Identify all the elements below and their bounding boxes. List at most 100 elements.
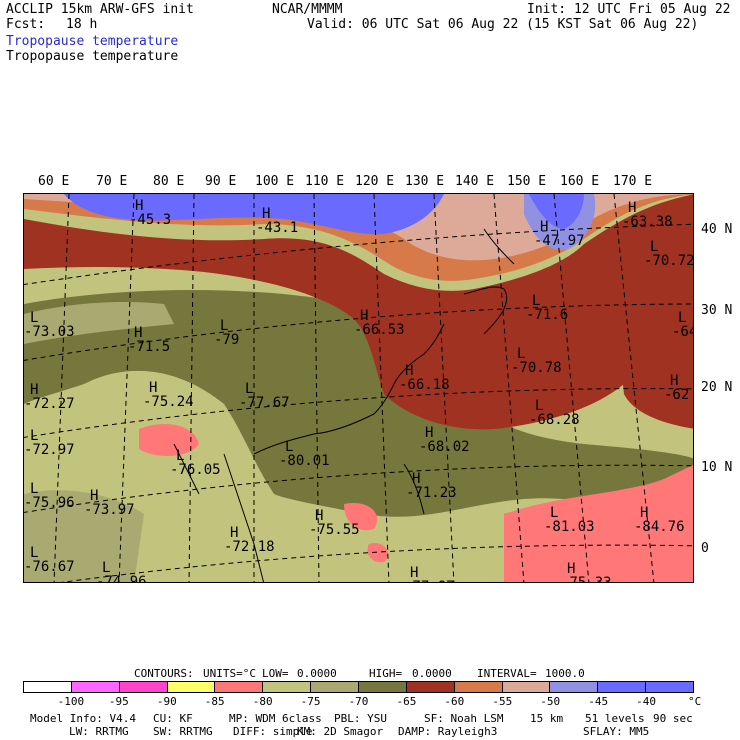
low-marker: L [550, 505, 558, 521]
lat-label: 0 [701, 541, 709, 556]
legend-tick-label: -80 [252, 695, 273, 708]
high-marker: H [149, 380, 157, 396]
extremum-value: -75.33 [561, 575, 612, 583]
field-band-red-brown [24, 194, 693, 430]
legend-swatch [24, 682, 72, 692]
extremum-value: -81.03 [544, 519, 595, 535]
contours-label: CONTOURS: [134, 667, 194, 680]
field-spot-salmon-2 [367, 543, 389, 563]
field-band-dark-olive [24, 289, 693, 524]
field-title-secondary: Tropopause temperature [6, 49, 179, 64]
legend-swatch [406, 682, 455, 692]
extremum-value: -73.97 [84, 502, 135, 518]
high-low-labels: H-45.3 H-43.1H-63.38H-47.97 L-70.72L-71.6 L… [24, 198, 694, 583]
lon-label: 90 E [205, 174, 237, 189]
low-marker: L [220, 318, 228, 334]
extremum-value: -71.23 [406, 485, 457, 501]
legend-swatch [311, 682, 360, 692]
low-marker: L [535, 398, 543, 414]
graticule [24, 194, 693, 582]
legend-tick-label: -85 [204, 695, 225, 708]
high-marker: H [230, 525, 238, 541]
low-marker: L [176, 448, 184, 464]
lon-label: 160 E [560, 174, 600, 189]
field-band-red-brown-east [614, 234, 693, 429]
high-marker: H [90, 488, 98, 504]
legend-tick-label: -100 [57, 695, 85, 708]
extremum-value: -70.78 [511, 360, 562, 376]
legend-tick-label: -45 [588, 695, 609, 708]
extremum-value: -45.3 [129, 212, 171, 228]
lon-label: 60 E [38, 174, 70, 189]
extremum-value: -71.5 [128, 339, 170, 355]
field-band-olive [24, 302, 174, 344]
extremum-value: -72.27 [24, 396, 75, 412]
legend-swatch [598, 682, 647, 692]
lon-label: 80 E [153, 174, 185, 189]
model-info-item: SFLAY: MM5 [583, 725, 650, 738]
legend-swatch [71, 682, 120, 692]
field-spot-salmon-bay [139, 424, 199, 456]
extremum-value: -80.01 [279, 453, 330, 469]
legend-tick-label: -55 [492, 695, 513, 708]
extremum-value: -63.38 [622, 214, 673, 230]
valid-time: Valid: 06 UTC Sat 06 Aug 22 (15 KST Sat … [307, 17, 699, 32]
high-marker: H [640, 505, 648, 521]
extremum-value: -64 [672, 324, 694, 340]
high-marker: H [628, 200, 636, 216]
low-marker: L [30, 310, 38, 326]
coastlines [173, 228, 515, 582]
low-marker: L [285, 439, 293, 455]
center-label: NCAR/MMMM [272, 2, 343, 17]
field-title-primary: Tropopause temperature [6, 34, 179, 49]
legend-swatch [502, 682, 551, 692]
lat-label: 10 N [701, 460, 733, 475]
lon-label: 170 E [613, 174, 653, 189]
model-info-item: DIFF: simple [233, 725, 313, 738]
model-info-item: DAMP: Rayleigh3 [398, 725, 498, 738]
model-info-item: KM: 2D Smagor [297, 725, 384, 738]
model-info-item: CU: KF [153, 712, 193, 725]
contours-interval: 1000.0 [545, 667, 585, 680]
high-marker: H [315, 508, 323, 524]
lat-label: 30 N [701, 303, 733, 318]
high-marker: H [405, 363, 413, 379]
extremum-value: -72.97 [24, 442, 75, 458]
model-info-item: 51 levels [585, 712, 645, 725]
model-title: ACCLIP 15km ARW-GFS init [6, 2, 194, 17]
contours-high: 0.0000 [412, 667, 452, 680]
high-marker: H [262, 206, 270, 222]
low-marker: L [30, 481, 38, 497]
field-band-blue-east [529, 194, 584, 229]
low-marker: L [245, 381, 253, 397]
legend-tick-label: -70 [348, 695, 369, 708]
extremum-value: -68.28 [529, 412, 580, 428]
lon-label: 70 E [96, 174, 128, 189]
high-marker: H [540, 219, 548, 235]
legend-swatch [550, 682, 599, 692]
extremum-value: -77.67 [239, 395, 290, 411]
extremum-value: -79 [214, 332, 239, 348]
extremum-value: -43.1 [256, 220, 298, 236]
color-legend [23, 681, 694, 693]
legend-swatch [167, 682, 216, 692]
legend-swatch [119, 682, 168, 692]
legend-tick-label: -50 [540, 695, 561, 708]
lon-label: 100 E [255, 174, 295, 189]
legend-tick-label: -65 [396, 695, 417, 708]
low-marker: L [532, 293, 540, 309]
high-marker: H [135, 198, 143, 214]
lon-label: 130 E [405, 174, 445, 189]
extremum-value: -73.03 [24, 324, 75, 340]
legend-swatch [454, 682, 503, 692]
field-band-olive-south [24, 490, 144, 582]
extremum-value: -71.6 [526, 307, 568, 323]
contours-interval-label: INTERVAL= [477, 667, 537, 680]
fcst-value: 18 h [66, 17, 98, 32]
low-marker: L [30, 428, 38, 444]
model-info-item: SW: RRTMG [153, 725, 213, 738]
legend-swatch [215, 682, 264, 692]
model-info-item: Model Info: V4.4 [30, 712, 136, 725]
contours-high-label: HIGH= [369, 667, 403, 680]
low-marker: L [517, 346, 525, 362]
